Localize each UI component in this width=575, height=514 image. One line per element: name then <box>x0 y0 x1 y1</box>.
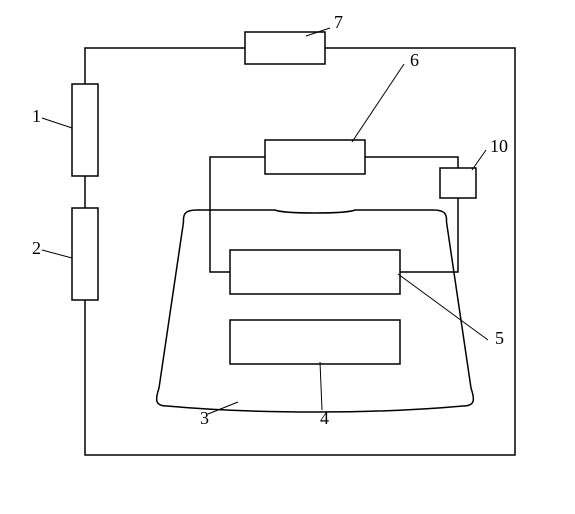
label-l5: 5 <box>495 328 504 348</box>
label-l7: 7 <box>334 12 343 32</box>
label-l4: 4 <box>320 408 329 428</box>
box-b6 <box>265 140 365 174</box>
label-l1: 1 <box>32 106 41 126</box>
leader-ld1 <box>42 118 72 128</box>
label-l2: 2 <box>32 238 41 258</box>
box-b5 <box>230 250 400 294</box>
leader-ld3 <box>208 402 238 414</box>
leader-ld5 <box>398 274 488 340</box>
leader-ld2 <box>42 250 72 258</box>
leader-ld10 <box>472 150 486 170</box>
box-b4 <box>230 320 400 364</box>
box-b10 <box>440 168 476 198</box>
box-b7 <box>245 32 325 64</box>
label-l3: 3 <box>200 408 209 428</box>
label-l10: 10 <box>490 136 508 156</box>
leader-ld6 <box>352 64 404 142</box>
box-b2 <box>72 208 98 300</box>
leader-ld4 <box>320 362 322 410</box>
label-l6: 6 <box>410 50 419 70</box>
box-b1 <box>72 84 98 176</box>
enclosure-3 <box>157 210 474 412</box>
